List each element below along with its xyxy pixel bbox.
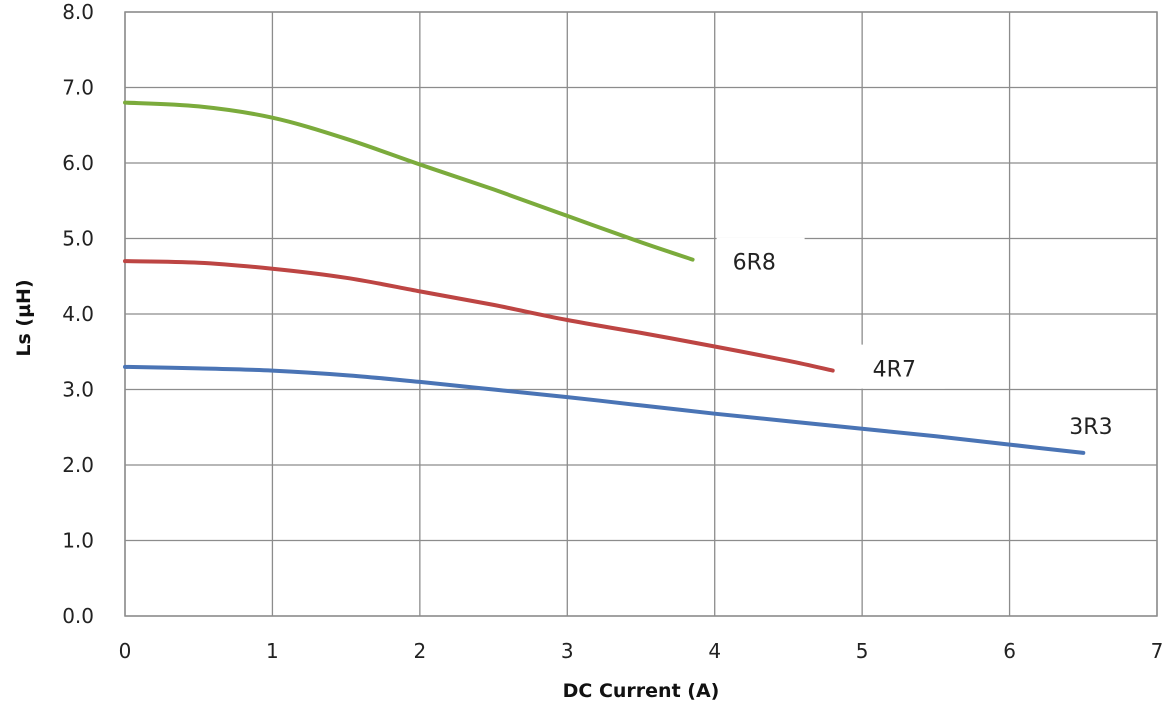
series-line-4r7 xyxy=(123,259,835,373)
y-tick-label: 0.0 xyxy=(62,604,94,628)
series-label-6r8: 6R8 xyxy=(733,251,776,276)
plot-frame xyxy=(124,11,1158,617)
y-tick-label: 7.0 xyxy=(62,76,94,100)
x-tick-label: 7 xyxy=(1151,639,1164,663)
x-axis-title: DC Current (A) xyxy=(563,680,720,702)
y-tick-label: 3.0 xyxy=(62,378,94,402)
y-tick-label: 8.0 xyxy=(62,0,94,24)
x-tick-label: 0 xyxy=(119,639,132,663)
series-label-background xyxy=(716,237,805,282)
tick-labels: 0 1 2 3 4 5 6 7 0.0 1.0 2.0 3.0 4.0 5.0 6.0 7.0 8.0 xyxy=(62,0,1163,663)
series-label-3r3: 3R3 xyxy=(1069,415,1112,440)
series-label-background xyxy=(856,344,945,389)
series-label-background xyxy=(1053,401,1142,446)
x-tick-label: 1 xyxy=(266,639,279,663)
y-tick-label: 5.0 xyxy=(62,227,94,251)
series-labels: 6R8 4R7 3R3 xyxy=(716,237,1142,446)
y-tick-label: 4.0 xyxy=(62,302,94,326)
series-line-6r8 xyxy=(123,100,695,262)
x-tick-label: 4 xyxy=(708,639,721,663)
y-tick-label: 6.0 xyxy=(62,151,94,175)
series-lines xyxy=(123,100,1086,455)
grid xyxy=(124,11,1158,617)
series-label-4r7: 4R7 xyxy=(873,358,916,383)
y-tick-label: 1.0 xyxy=(62,529,94,553)
x-tick-label: 5 xyxy=(856,639,869,663)
x-tick-label: 6 xyxy=(1003,639,1016,663)
y-axis-title: Ls (µH) xyxy=(13,279,35,356)
x-tick-label: 2 xyxy=(413,639,426,663)
y-tick-label: 2.0 xyxy=(62,453,94,477)
x-tick-label: 3 xyxy=(561,639,574,663)
series-line-3r3 xyxy=(123,364,1086,455)
